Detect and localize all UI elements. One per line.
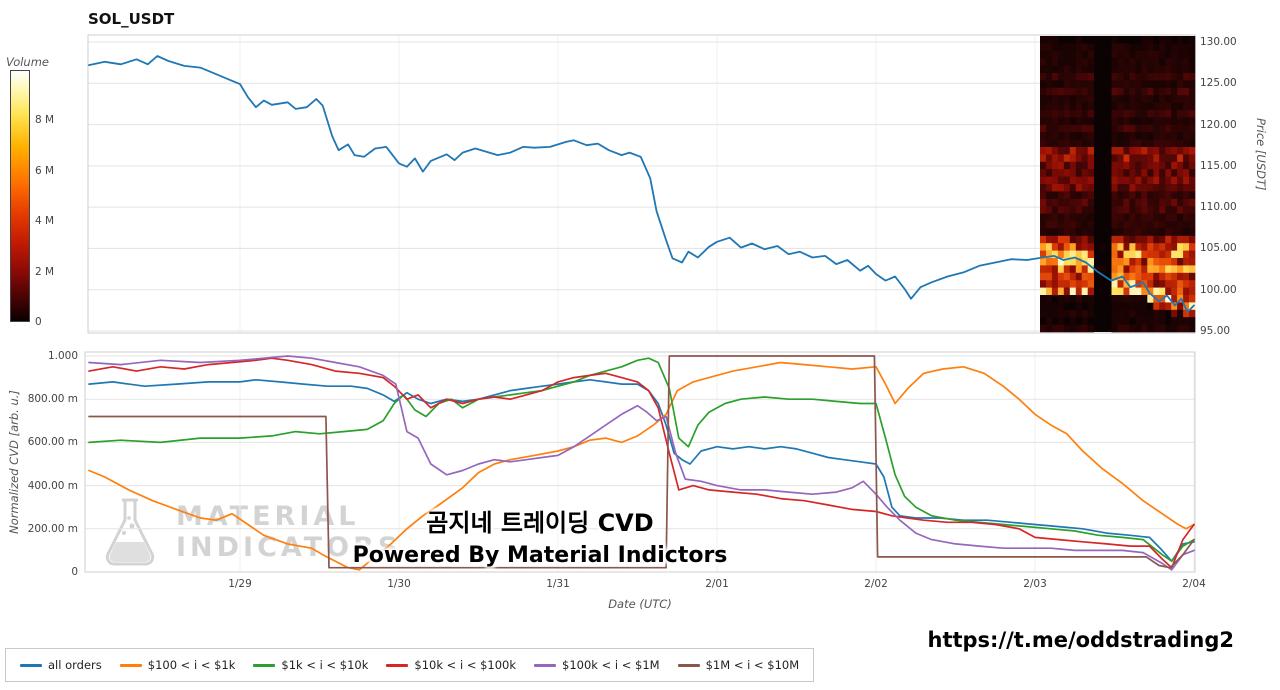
overlay-caption: 곰지네 트레이딩 CVD Powered By Material Indicto… [330, 503, 750, 568]
legend: all orders $100 < i < $1k $1k < i < $10k $1… [5, 648, 815, 682]
cvd-series--10k-i-100k [88, 357, 1195, 569]
legend-item-1: $100 < i < $1k [119, 658, 236, 672]
cvd-y-tick-1.000: 1.000 [47, 350, 78, 362]
volume-tick-4 M: 4 M [35, 215, 55, 228]
legend-label-2: $1k < i < $10k [281, 658, 369, 672]
legend-label-5: $1M < i < $10M [705, 658, 800, 672]
volume-tick-6 M: 6 M [35, 164, 55, 177]
liquidity-heatmap [1040, 36, 1196, 333]
cvd-series--100k-i-1M [88, 355, 1195, 571]
price-tick-130.00: 130.00 [1200, 36, 1237, 48]
legend-label-0: all orders [48, 658, 102, 672]
overlay-korean-title: 곰지네 트레이딩 CVD [426, 509, 654, 537]
cvd-y-tick-800.00 m: 800.00 m [27, 393, 78, 406]
legend-item-3: $10k < i < $100k [386, 658, 516, 672]
date-tick-2/04: 2/04 [1182, 578, 1206, 590]
legend-swatch-2 [253, 663, 276, 667]
legend-swatch-5 [677, 663, 700, 667]
price-tick-125.00: 125.00 [1200, 77, 1237, 90]
legend-label-1: $100 < i < $1k [147, 658, 236, 672]
legend-swatch-1 [119, 663, 142, 667]
price-tick-120.00: 120.00 [1200, 118, 1237, 131]
volume-tick-2 M: 2 M [35, 265, 55, 278]
date-tick-2/02: 2/02 [864, 578, 888, 590]
price-tick-110.00: 110.00 [1200, 201, 1237, 214]
date-tick-2/01: 2/01 [705, 578, 729, 590]
volume-tick-8 M: 8 M [35, 114, 55, 127]
price-tick-105.00: 105.00 [1200, 242, 1237, 255]
cvd-series--1M-i-10M [88, 355, 1195, 569]
legend-item-5: $1M < i < $10M [677, 658, 800, 672]
cvd-series--1k-i-10k [88, 357, 1195, 563]
cvd-axis-label: Normalized CVD [arb. u.] [7, 390, 21, 534]
legend-item-4: $100k < i < $1M [534, 658, 660, 672]
cvd-series--100-i-1k [88, 361, 1195, 571]
date-tick-1/30: 1/30 [387, 578, 411, 590]
cvd-y-tick-600.00 m: 600.00 m [27, 436, 78, 449]
cvd-series-all-orders [88, 378, 1195, 563]
legend-label-3: $10k < i < $100k [414, 658, 517, 672]
volume-colorbar [10, 70, 30, 322]
legend-swatch-0 [20, 663, 42, 667]
volume-tick-0: 0 [35, 316, 42, 328]
price-tick-95.00: 95.00 [1200, 325, 1231, 337]
legend-label-4: $100k < i < $1M [562, 658, 660, 672]
overlay-powered-by: Powered By Material Indictors [352, 543, 728, 568]
price-tick-115.00: 115.00 [1200, 159, 1237, 172]
legend-swatch-3 [386, 663, 409, 667]
legend-item-2: $1k < i < $10k [253, 658, 368, 672]
legend-item-0: all orders [20, 658, 102, 672]
cvd-y-tick-400.00 m: 400.00 m [27, 479, 78, 492]
date-axis-label: Date (UTC) [608, 597, 672, 611]
telegram-link: https://t.me/oddstrading2 [927, 628, 1235, 652]
price-line [88, 55, 1195, 313]
date-tick-1/29: 1/29 [228, 578, 252, 590]
cvd-y-tick-0: 0 [71, 566, 78, 578]
cvd-y-tick-200.00 m: 200.00 m [27, 522, 78, 535]
volume-axis-label: Volume [6, 55, 49, 69]
price-axis-label: Price [USDT] [1254, 118, 1268, 191]
price-chart-title: SOL_USDT [88, 10, 175, 28]
date-tick-1/31: 1/31 [546, 578, 570, 590]
price-tick-100.00: 100.00 [1200, 283, 1237, 296]
date-tick-2/03: 2/03 [1023, 578, 1047, 590]
legend-swatch-4 [534, 663, 557, 667]
